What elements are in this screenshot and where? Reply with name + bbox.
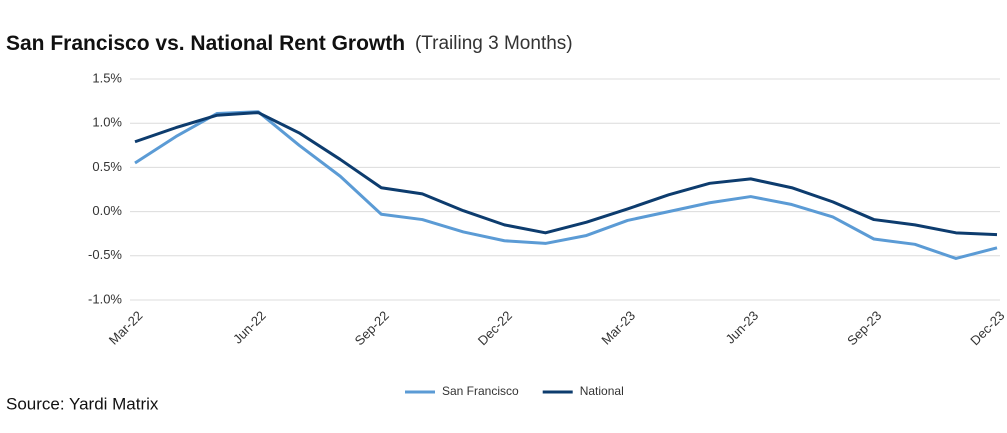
x-tick-label: Sep-22 xyxy=(352,308,392,348)
chart-subtitle: (Trailing 3 Months) xyxy=(415,33,573,54)
x-tick-label: Mar-22 xyxy=(106,308,146,348)
y-tick-label: 1.0% xyxy=(92,115,122,130)
y-tick-label: -0.5% xyxy=(88,247,122,262)
y-tick-label: 0.5% xyxy=(92,159,122,174)
x-tick-label: Jun-23 xyxy=(723,308,762,347)
x-tick-label: Sep-23 xyxy=(844,308,884,348)
series-line xyxy=(134,111,998,237)
legend-label: National xyxy=(580,384,624,398)
series-line xyxy=(134,110,998,260)
x-tick-label: Jun-22 xyxy=(230,308,269,347)
legend-label: San Francisco xyxy=(442,384,519,398)
x-tick-label: Dec-23 xyxy=(967,308,1007,348)
y-tick-label: 0.0% xyxy=(92,203,122,218)
y-tick-label: 1.5% xyxy=(92,70,122,85)
source-note: Source: Yardi Matrix xyxy=(6,394,159,413)
y-tick-label: -1.0% xyxy=(88,291,122,306)
x-tick-label: Dec-22 xyxy=(475,308,515,348)
chart-title: San Francisco vs. National Rent Growth xyxy=(6,32,405,55)
x-tick-label: Mar-23 xyxy=(598,308,638,348)
title-group: San Francisco vs. National Rent Growth (… xyxy=(6,32,573,55)
